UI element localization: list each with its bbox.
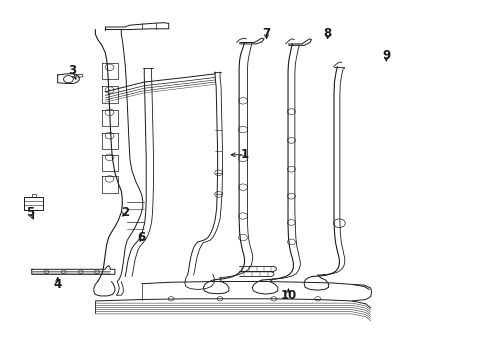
- Text: 1: 1: [240, 148, 248, 161]
- Text: 4: 4: [54, 278, 61, 291]
- Text: 8: 8: [323, 27, 331, 40]
- Text: 6: 6: [138, 231, 145, 244]
- Text: 2: 2: [121, 206, 128, 219]
- Text: 3: 3: [68, 64, 76, 77]
- Text: 10: 10: [280, 289, 296, 302]
- Text: 5: 5: [26, 206, 34, 219]
- Text: 7: 7: [262, 27, 270, 40]
- Text: 9: 9: [382, 49, 389, 62]
